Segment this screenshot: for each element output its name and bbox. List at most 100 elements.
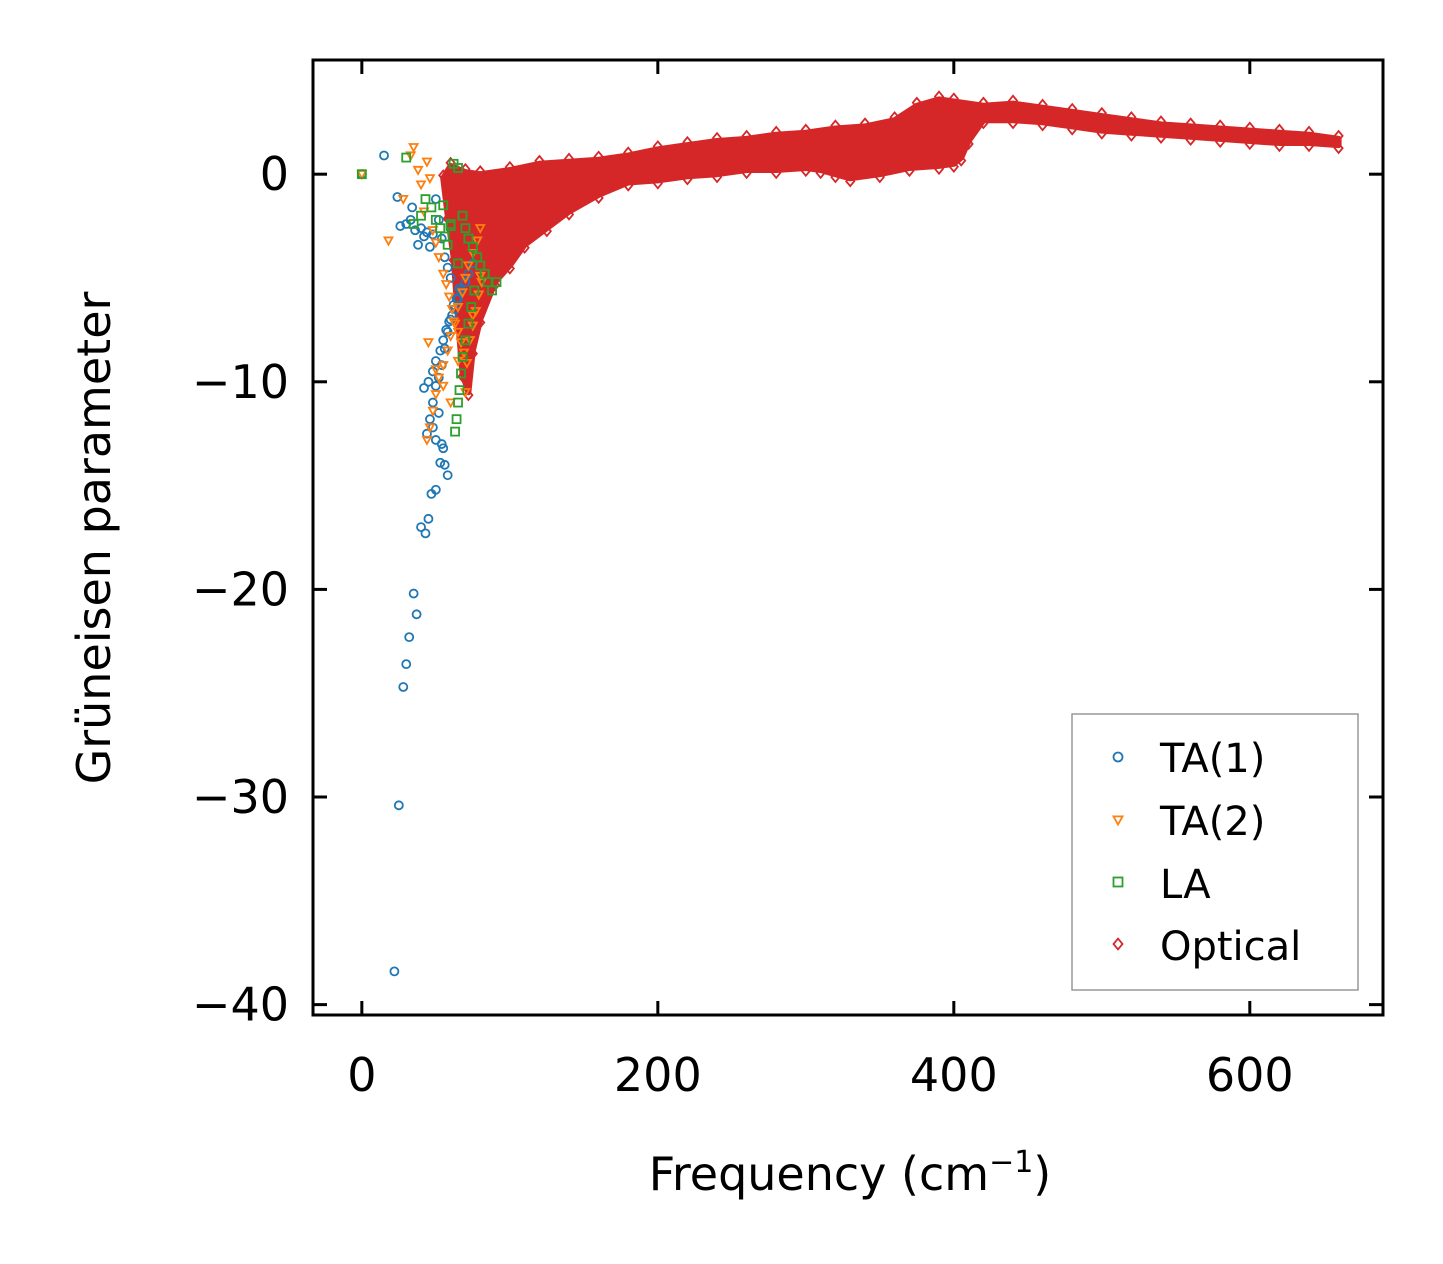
ta1-point xyxy=(453,293,463,304)
ta2-point xyxy=(442,346,454,357)
ta2-point xyxy=(424,423,436,434)
la-point xyxy=(460,223,471,234)
ta1-point xyxy=(442,470,453,481)
legend-marker-ta2 xyxy=(1111,815,1125,827)
la-point xyxy=(453,258,463,269)
x-axis-ticks: 0 200 400 600 xyxy=(347,60,1294,1102)
y-tick-label: −10 xyxy=(192,355,289,409)
ta1-point xyxy=(389,966,400,977)
legend-label-optical: Optical xyxy=(1160,924,1301,970)
la-point xyxy=(408,219,419,229)
optical-point xyxy=(859,117,871,130)
y-tick-label: 0 xyxy=(260,147,289,201)
la-point xyxy=(438,200,449,211)
ta1-point xyxy=(398,682,409,692)
y-axis-title: Grüneisen parameter xyxy=(67,291,121,784)
ta1-point xyxy=(423,376,434,387)
ta1-point xyxy=(439,459,450,470)
ta1-point xyxy=(401,659,412,670)
la-point xyxy=(454,385,465,395)
ta1-point xyxy=(436,439,447,449)
optical-point xyxy=(1037,119,1048,132)
optical-point xyxy=(978,117,989,130)
la-point xyxy=(467,241,478,252)
la-point xyxy=(450,426,460,437)
optical-point xyxy=(904,164,915,178)
optical-point xyxy=(623,146,634,159)
ta1-point xyxy=(420,528,431,539)
optical-point xyxy=(1007,117,1019,130)
ta2-point xyxy=(421,435,433,446)
optical-point xyxy=(1303,125,1315,138)
la-point xyxy=(356,169,367,180)
optical-point xyxy=(963,137,974,151)
legend: TA(1) TA(2) LA Optical xyxy=(1071,713,1359,991)
optical-point xyxy=(1333,141,1344,155)
optical-point xyxy=(1303,139,1315,153)
ta1-point xyxy=(411,609,422,620)
legend-marker-optical xyxy=(1112,937,1124,951)
ta1-point xyxy=(419,383,429,393)
ta1-point xyxy=(407,202,418,213)
x-tick-label: 400 xyxy=(910,1048,998,1102)
ta2-point xyxy=(430,238,442,249)
optical-point xyxy=(438,169,449,182)
optical-point xyxy=(933,90,945,103)
la-point xyxy=(460,335,471,346)
optical-point xyxy=(771,125,782,138)
ta2-point xyxy=(433,253,445,264)
optical-point xyxy=(711,131,723,145)
optical-point xyxy=(874,170,885,184)
optical-point xyxy=(541,224,553,238)
ta2-point xyxy=(433,373,445,384)
ta2-point xyxy=(440,280,452,291)
optical-point xyxy=(771,166,782,180)
la-point xyxy=(416,210,426,221)
la-point xyxy=(491,277,502,288)
ta1-point xyxy=(395,221,406,231)
optical-point xyxy=(800,164,811,178)
ta2-point xyxy=(430,390,442,401)
ta1-point xyxy=(433,214,444,225)
optical-point xyxy=(1067,123,1078,136)
optical-point xyxy=(463,388,474,402)
optical-point xyxy=(845,175,856,188)
legend-frame xyxy=(1071,713,1359,991)
ta2-point xyxy=(443,292,455,303)
ta2-point xyxy=(474,224,486,235)
optical-point xyxy=(1244,121,1255,134)
la-point xyxy=(445,219,456,229)
optical-point xyxy=(948,92,959,105)
x-axis-title-superscript: −1 xyxy=(989,1145,1033,1180)
la-point xyxy=(457,351,468,362)
optical-point xyxy=(741,166,752,180)
la-point xyxy=(420,194,431,204)
optical-point xyxy=(504,262,516,275)
x-tick-label: 600 xyxy=(1206,1048,1294,1102)
optical-point xyxy=(1096,127,1107,140)
optical-point xyxy=(475,164,486,178)
ta2-point xyxy=(445,332,457,342)
la-point xyxy=(442,239,453,250)
ta1-point xyxy=(413,239,423,250)
legend-label-ta2: TA(2) xyxy=(1159,799,1265,845)
ta2-point xyxy=(415,180,427,191)
optical-point xyxy=(1067,102,1078,116)
ta1-point xyxy=(427,229,438,240)
ta2-point xyxy=(467,311,479,322)
optical-point xyxy=(1274,139,1285,153)
plot-frame xyxy=(311,58,1385,1017)
y-tick-label: −20 xyxy=(192,562,289,616)
optical-point xyxy=(1007,94,1019,107)
la-point xyxy=(463,318,474,329)
la-point xyxy=(457,210,468,221)
ta2-point xyxy=(462,261,474,272)
la-point xyxy=(466,302,477,312)
ta2-point xyxy=(427,226,439,237)
optical-point xyxy=(1155,115,1167,128)
ta1-point xyxy=(404,632,415,643)
ta2-point xyxy=(448,317,460,328)
ta1-point xyxy=(425,241,435,252)
x-axis-title: Frequency (cm−1) xyxy=(649,1145,1052,1201)
ta1-point xyxy=(408,588,419,599)
